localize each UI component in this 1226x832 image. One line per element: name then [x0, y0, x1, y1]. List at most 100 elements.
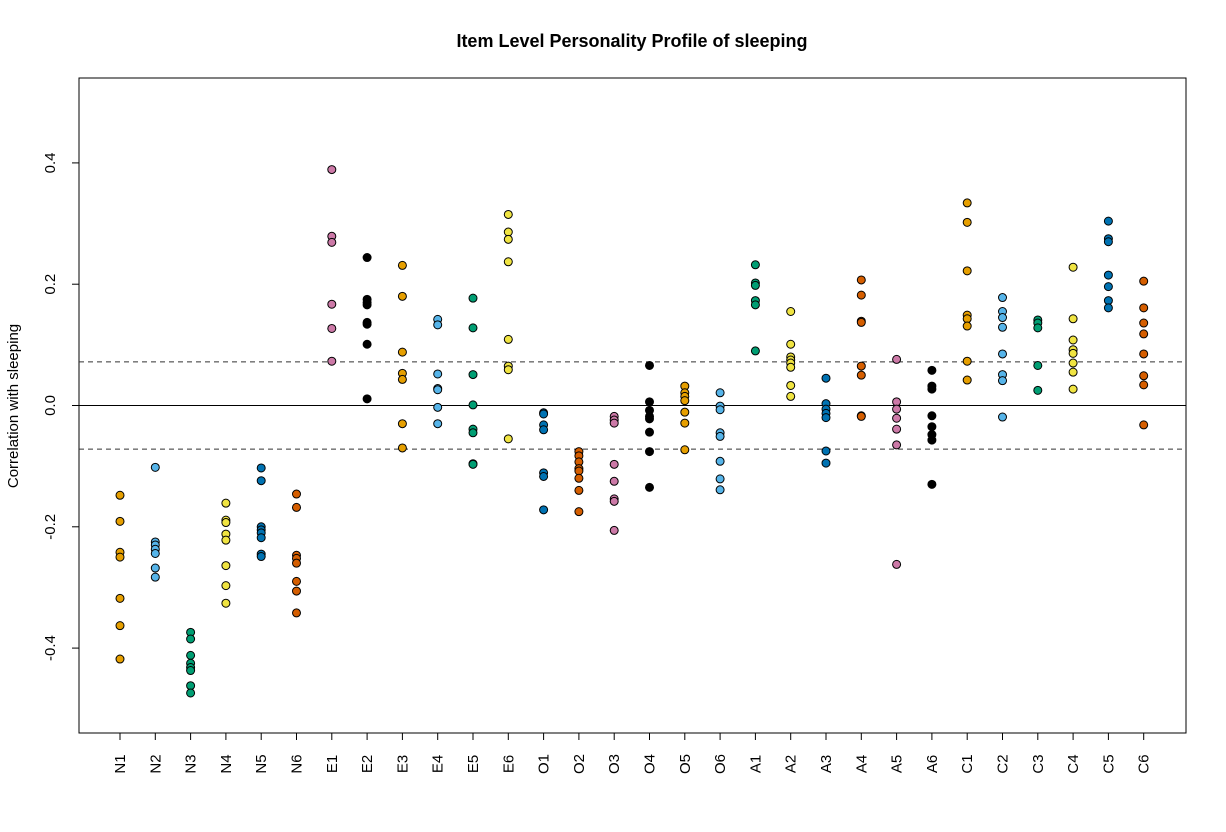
data-point — [856, 290, 866, 300]
data-point — [433, 369, 443, 379]
data-point — [292, 608, 301, 618]
data-point — [115, 552, 125, 562]
data-point — [256, 533, 266, 543]
data-point — [856, 275, 866, 285]
x-tick-label: N4 — [218, 754, 235, 773]
data-point — [1139, 276, 1149, 286]
data-point — [962, 217, 972, 227]
data-point — [750, 280, 760, 290]
x-tick-label: O4 — [642, 754, 659, 774]
data-point — [327, 165, 337, 175]
data-point — [892, 559, 902, 569]
data-point — [574, 473, 584, 483]
data-point — [715, 431, 725, 441]
y-tick-label: -0.2 — [42, 514, 59, 540]
y-tick-label: -0.4 — [42, 635, 59, 661]
data-point — [468, 428, 478, 438]
data-point — [1139, 303, 1149, 313]
data-point — [998, 293, 1007, 303]
data-point — [750, 346, 760, 356]
data-point — [1033, 385, 1043, 395]
data-point — [680, 418, 690, 428]
data-point — [821, 373, 831, 383]
data-point — [292, 502, 301, 512]
data-point — [1103, 282, 1113, 292]
data-point — [962, 266, 972, 276]
x-tick-label: O5 — [677, 754, 694, 774]
data-point — [256, 463, 266, 473]
data-point — [645, 360, 654, 370]
data-point — [292, 558, 301, 568]
data-point — [186, 650, 196, 660]
x-tick-label: C2 — [995, 754, 1012, 773]
x-tick-label: O2 — [571, 754, 588, 774]
data-point — [892, 413, 902, 423]
data-point — [503, 209, 513, 219]
x-tick-label: O1 — [536, 754, 553, 774]
data-point — [750, 300, 760, 310]
data-point — [856, 370, 866, 380]
data-point — [962, 198, 972, 208]
data-point — [645, 414, 654, 424]
data-point — [927, 411, 937, 421]
x-tick-label: O3 — [606, 754, 623, 774]
data-point — [927, 365, 937, 375]
data-point — [609, 496, 619, 506]
data-point — [1139, 371, 1149, 381]
data-point — [539, 409, 549, 419]
x-axis: N1 N2 N3 N4 N5 N6 E1 E2 E3 E4 E5 E6 O1 O2 O3 O4 O5 O6 A1 A2… — [112, 733, 1153, 774]
data-point — [327, 356, 337, 366]
data-point — [1068, 358, 1078, 368]
y-tick-label: 0.4 — [42, 152, 59, 173]
data-point — [397, 374, 407, 384]
x-tick-label: E5 — [465, 755, 482, 773]
data-point — [1068, 262, 1078, 272]
data-point — [1139, 349, 1149, 359]
data-point — [150, 563, 160, 573]
data-point — [574, 507, 584, 517]
x-tick-label: E3 — [394, 755, 411, 773]
data-point — [468, 370, 478, 380]
data-point — [715, 485, 725, 495]
data-points — [115, 165, 1149, 698]
data-point — [786, 339, 796, 349]
data-point — [1139, 318, 1149, 328]
data-point — [221, 498, 231, 508]
data-point — [292, 576, 301, 586]
data-point — [680, 396, 690, 406]
data-point — [1033, 323, 1043, 333]
x-tick-label: N5 — [253, 754, 270, 773]
data-point — [292, 489, 301, 499]
x-tick-label: A3 — [818, 755, 835, 773]
x-tick-label: E2 — [359, 755, 376, 773]
data-point — [221, 598, 231, 608]
data-point — [821, 458, 831, 468]
data-point — [856, 361, 866, 371]
data-point — [1068, 314, 1078, 324]
data-point — [362, 394, 372, 404]
data-point — [1033, 360, 1043, 370]
x-tick-label: C6 — [1136, 754, 1153, 773]
data-point — [115, 621, 125, 631]
data-point — [397, 443, 407, 453]
data-point — [998, 376, 1007, 386]
data-point — [609, 459, 619, 469]
data-point — [221, 581, 231, 591]
data-point — [645, 397, 654, 407]
data-point — [927, 384, 937, 394]
x-tick-label: A4 — [853, 755, 870, 773]
data-point — [327, 299, 337, 309]
data-point — [256, 552, 266, 562]
data-point — [433, 385, 443, 395]
data-point — [468, 459, 478, 469]
data-point — [397, 419, 407, 429]
data-point — [1068, 348, 1078, 358]
data-point — [1068, 335, 1078, 345]
data-point — [327, 237, 337, 247]
data-point — [892, 440, 902, 450]
data-point — [539, 505, 549, 515]
data-point — [503, 257, 513, 267]
data-point — [927, 435, 937, 445]
data-point — [115, 593, 125, 603]
